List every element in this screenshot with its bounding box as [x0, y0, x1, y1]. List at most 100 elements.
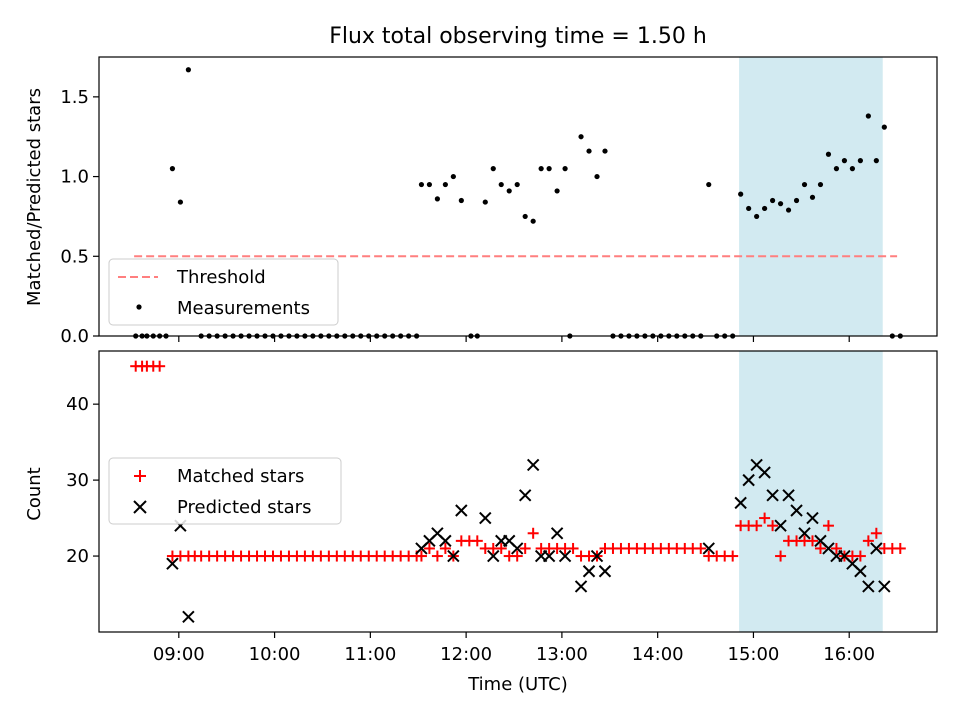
- predicted-star-point: [798, 527, 811, 540]
- x-tick-label: 16:00: [823, 644, 875, 665]
- matched-star-point: [862, 535, 874, 547]
- predicted-star-points: [166, 458, 891, 624]
- measurement-point: [825, 151, 832, 157]
- y-tick-label: 30: [66, 470, 89, 491]
- x-tick-label: 12:00: [440, 644, 492, 665]
- matched-star-point: [806, 535, 818, 547]
- measurement-point: [506, 188, 512, 194]
- bottom-legend: Matched stars Predicted stars: [108, 457, 342, 525]
- matched-star-point: [830, 542, 842, 554]
- measurement-point: [809, 194, 816, 200]
- measurement-point: [586, 148, 592, 154]
- matched-star-points: [130, 360, 906, 562]
- predicted-star-point: [479, 511, 492, 525]
- measurement-point: [857, 158, 863, 164]
- y-tick-label: 40: [66, 394, 89, 415]
- predicted-star-point: [455, 504, 468, 517]
- matched-star-point: [767, 520, 779, 532]
- legend-measurements-label: Measurements: [177, 298, 310, 319]
- measurement-point: [594, 173, 600, 180]
- bottom-panel: 20 30 40 09:00 10:00 11:00 12:00 13:00 14:00 15:…: [24, 350, 938, 695]
- x-tick-label: 11:00: [344, 644, 396, 665]
- predicted-star-point: [782, 489, 795, 502]
- measurement-point: [490, 166, 496, 172]
- predicted-star-point: [766, 489, 779, 502]
- predicted-star-point: [702, 542, 715, 555]
- measurement-point: [442, 181, 448, 188]
- measurement-point: [578, 134, 584, 140]
- predicted-star-point: [878, 580, 891, 593]
- predicted-star-point: [758, 466, 771, 479]
- predicted-star-point: [518, 489, 532, 502]
- y-tick-label: 1.5: [60, 87, 89, 108]
- measurement-point: [738, 191, 744, 197]
- measurement-point: [434, 196, 440, 202]
- measurement-point: [185, 67, 191, 73]
- matched-star-point: [154, 360, 166, 372]
- measurement-point: [450, 173, 456, 180]
- legend-threshold-label: Threshold: [176, 267, 266, 288]
- top-y-axis: 0.0 0.5 1.0 1.5: [60, 87, 99, 347]
- matched-star-point: [495, 542, 507, 554]
- y-tick-label: 0.5: [60, 246, 89, 267]
- predicted-star-point: [854, 565, 867, 578]
- measurement-point: [777, 201, 784, 207]
- top-legend: Threshold Measurements: [108, 258, 339, 326]
- y-tick-label: 20: [66, 546, 89, 567]
- x-axis-label: Time (UTC): [467, 674, 568, 695]
- top-plot-frame: [98, 56, 938, 337]
- matched-star-point: [759, 512, 771, 524]
- x-tick-label: 10:00: [249, 644, 301, 665]
- shaded-interval: [739, 351, 883, 632]
- matched-star-point: [519, 542, 531, 554]
- x-tick-label: 15:00: [728, 644, 780, 665]
- measurement-point: [706, 181, 712, 188]
- measurement-point: [538, 166, 544, 172]
- matched-star-point: [527, 527, 539, 539]
- legend-predicted-swatch: [133, 500, 147, 514]
- predicted-star-point: [862, 580, 875, 593]
- legend-matched-swatch: [134, 470, 146, 482]
- measurement-point: [177, 199, 184, 205]
- measurement-point: [522, 213, 528, 220]
- bottom-plot-frame: [98, 350, 938, 633]
- predicted-star-point: [582, 565, 596, 578]
- measurement-point: [785, 207, 792, 213]
- legend-box: [108, 258, 339, 326]
- measurement-point: [514, 181, 520, 188]
- measurement-point: [498, 181, 504, 188]
- predicted-star-point: [447, 549, 460, 563]
- bottom-y-label: Count: [24, 467, 45, 520]
- predicted-star-point: [598, 565, 612, 578]
- matched-star-point: [471, 535, 483, 547]
- x-tick-label: 14:00: [632, 644, 684, 665]
- y-tick-label: 0.0: [60, 326, 89, 347]
- legend-matched-label: Matched stars: [177, 466, 304, 487]
- matched-star-point: [439, 542, 451, 554]
- measurement-point: [530, 218, 536, 224]
- chart-title: Flux total observing time = 1.50 h: [329, 24, 707, 49]
- measurement-point: [801, 181, 808, 188]
- predicted-star-point: [526, 458, 540, 472]
- measurement-point: [881, 124, 887, 130]
- measurement-points: [133, 67, 903, 339]
- legend-predicted-label: Predicted stars: [177, 497, 311, 518]
- x-tick-label: 09:00: [153, 644, 205, 665]
- measurement-point: [482, 199, 488, 205]
- measurement-point: [562, 166, 568, 172]
- measurement-point: [418, 181, 425, 188]
- predicted-star-point: [558, 549, 572, 563]
- measurement-point: [546, 166, 552, 172]
- measurement-point: [841, 158, 848, 164]
- matched-star-point: [822, 520, 834, 532]
- measurement-point: [762, 205, 768, 212]
- measurement-point: [849, 166, 856, 172]
- measurement-point: [793, 197, 800, 204]
- y-tick-label: 1.0: [60, 167, 89, 188]
- predicted-star-point: [439, 534, 452, 548]
- measurement-point: [554, 188, 560, 194]
- top-y-label: Matched/Predicted stars: [24, 88, 45, 306]
- predicted-star-point: [774, 519, 787, 532]
- measurement-point: [754, 213, 760, 220]
- predicted-star-point: [870, 542, 883, 555]
